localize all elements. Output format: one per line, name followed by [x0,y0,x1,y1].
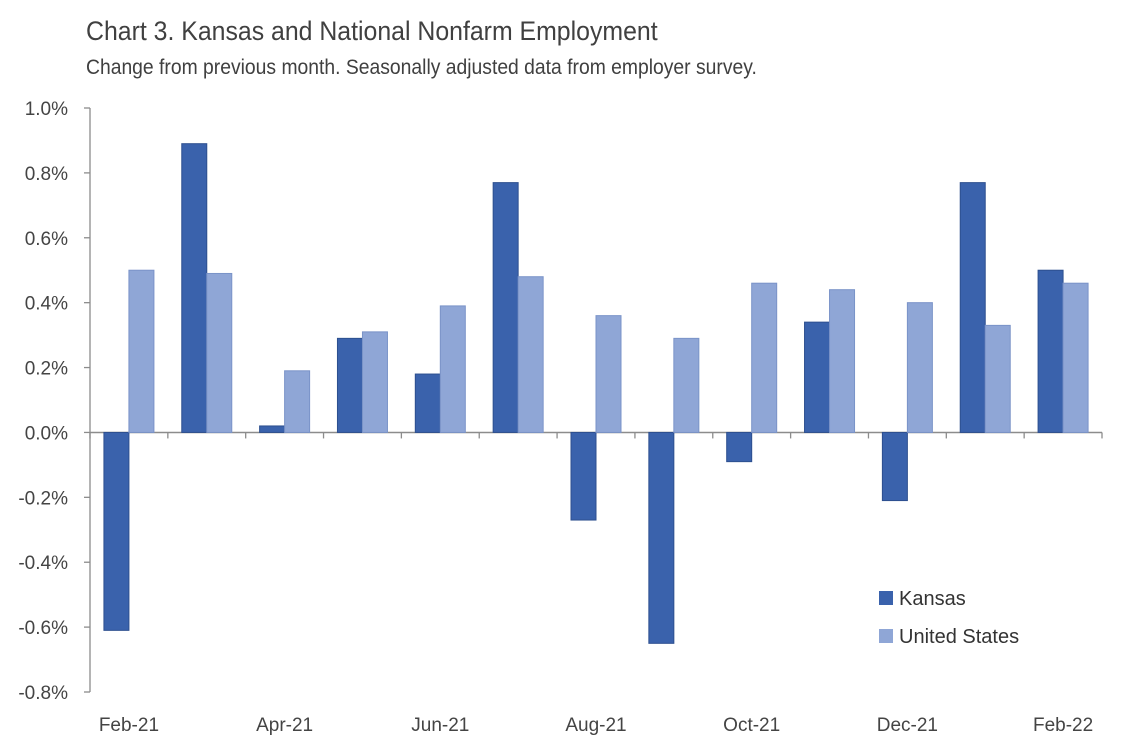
bar-united-states-aug-21 [595,315,622,433]
bar-united-states-feb-21 [128,269,155,433]
y-tick-label: 0.0% [25,423,68,444]
x-tick-label: Aug-21 [565,715,626,736]
bar-kansas-feb-22 [1037,269,1064,433]
y-tick-label: 0.4% [25,294,68,315]
bar-united-states-oct-21 [751,282,778,433]
y-tick-label: -0.4% [18,553,68,574]
y-tick-label: -0.8% [18,683,68,704]
x-tick-label: Dec-21 [877,715,938,736]
legend-label-kansas: Kansas [899,588,966,610]
bar-united-states-jul-21 [517,276,544,433]
bar-kansas-oct-21 [726,431,753,463]
legend-swatch-kansas [879,591,893,605]
chart-subtitle: Change from previous month. Seasonally a… [86,56,757,79]
bar-united-states-jun-21 [439,305,466,433]
y-tick-label: -0.2% [18,488,68,509]
x-tick-label: Jun-21 [411,715,469,736]
x-tick-label: Oct-21 [723,715,780,736]
bar-kansas-apr-21 [259,425,286,433]
bar-kansas-jan-22 [959,182,986,433]
bar-kansas-nov-21 [804,321,831,433]
bar-united-states-jan-22 [984,324,1011,433]
bar-kansas-feb-21 [103,431,130,631]
bar-united-states-feb-22 [1062,282,1089,433]
legend-swatch-united-states [879,629,893,643]
bar-united-states-apr-21 [284,370,311,433]
bar-united-states-nov-21 [829,289,856,433]
bar-kansas-dec-21 [881,431,908,502]
y-tick-label: 0.2% [25,359,68,380]
bar-kansas-mar-21 [181,143,208,433]
bar-kansas-sep-21 [648,431,675,644]
x-tick-label: Apr-21 [256,715,313,736]
bar-kansas-jun-21 [414,373,441,433]
bar-kansas-aug-21 [570,431,597,521]
bar-united-states-may-21 [361,331,388,433]
y-tick-label: 0.6% [25,229,68,250]
y-axis-ticks: -0.8% -0.6% -0.4% -0.2% 0.0% 0.2% 0.4% 0.6% 0.8%… [18,99,90,704]
y-tick-label: 1.0% [25,99,68,120]
bar-united-states-mar-21 [206,272,233,433]
bar-kansas-jul-21 [492,182,519,433]
legend-label-united-states: United States [899,626,1019,648]
bar-united-states-dec-21 [906,302,933,433]
bar-united-states-sep-21 [673,337,700,433]
bars [103,143,1089,644]
x-tick-label: Feb-22 [1033,715,1093,736]
y-tick-label: -0.6% [18,618,68,639]
x-axis-ticks: Feb-21 Apr-21 Jun-21 Aug-21 Oct-21 Dec-21 Feb-… [89,432,1103,736]
y-tick-label: 0.8% [25,164,68,185]
x-tick-label: Feb-21 [99,715,159,736]
legend: Kansas United States [879,588,1019,648]
bar-kansas-may-21 [336,337,363,433]
chart-title: Chart 3. Kansas and National Nonfarm Emp… [86,16,658,46]
